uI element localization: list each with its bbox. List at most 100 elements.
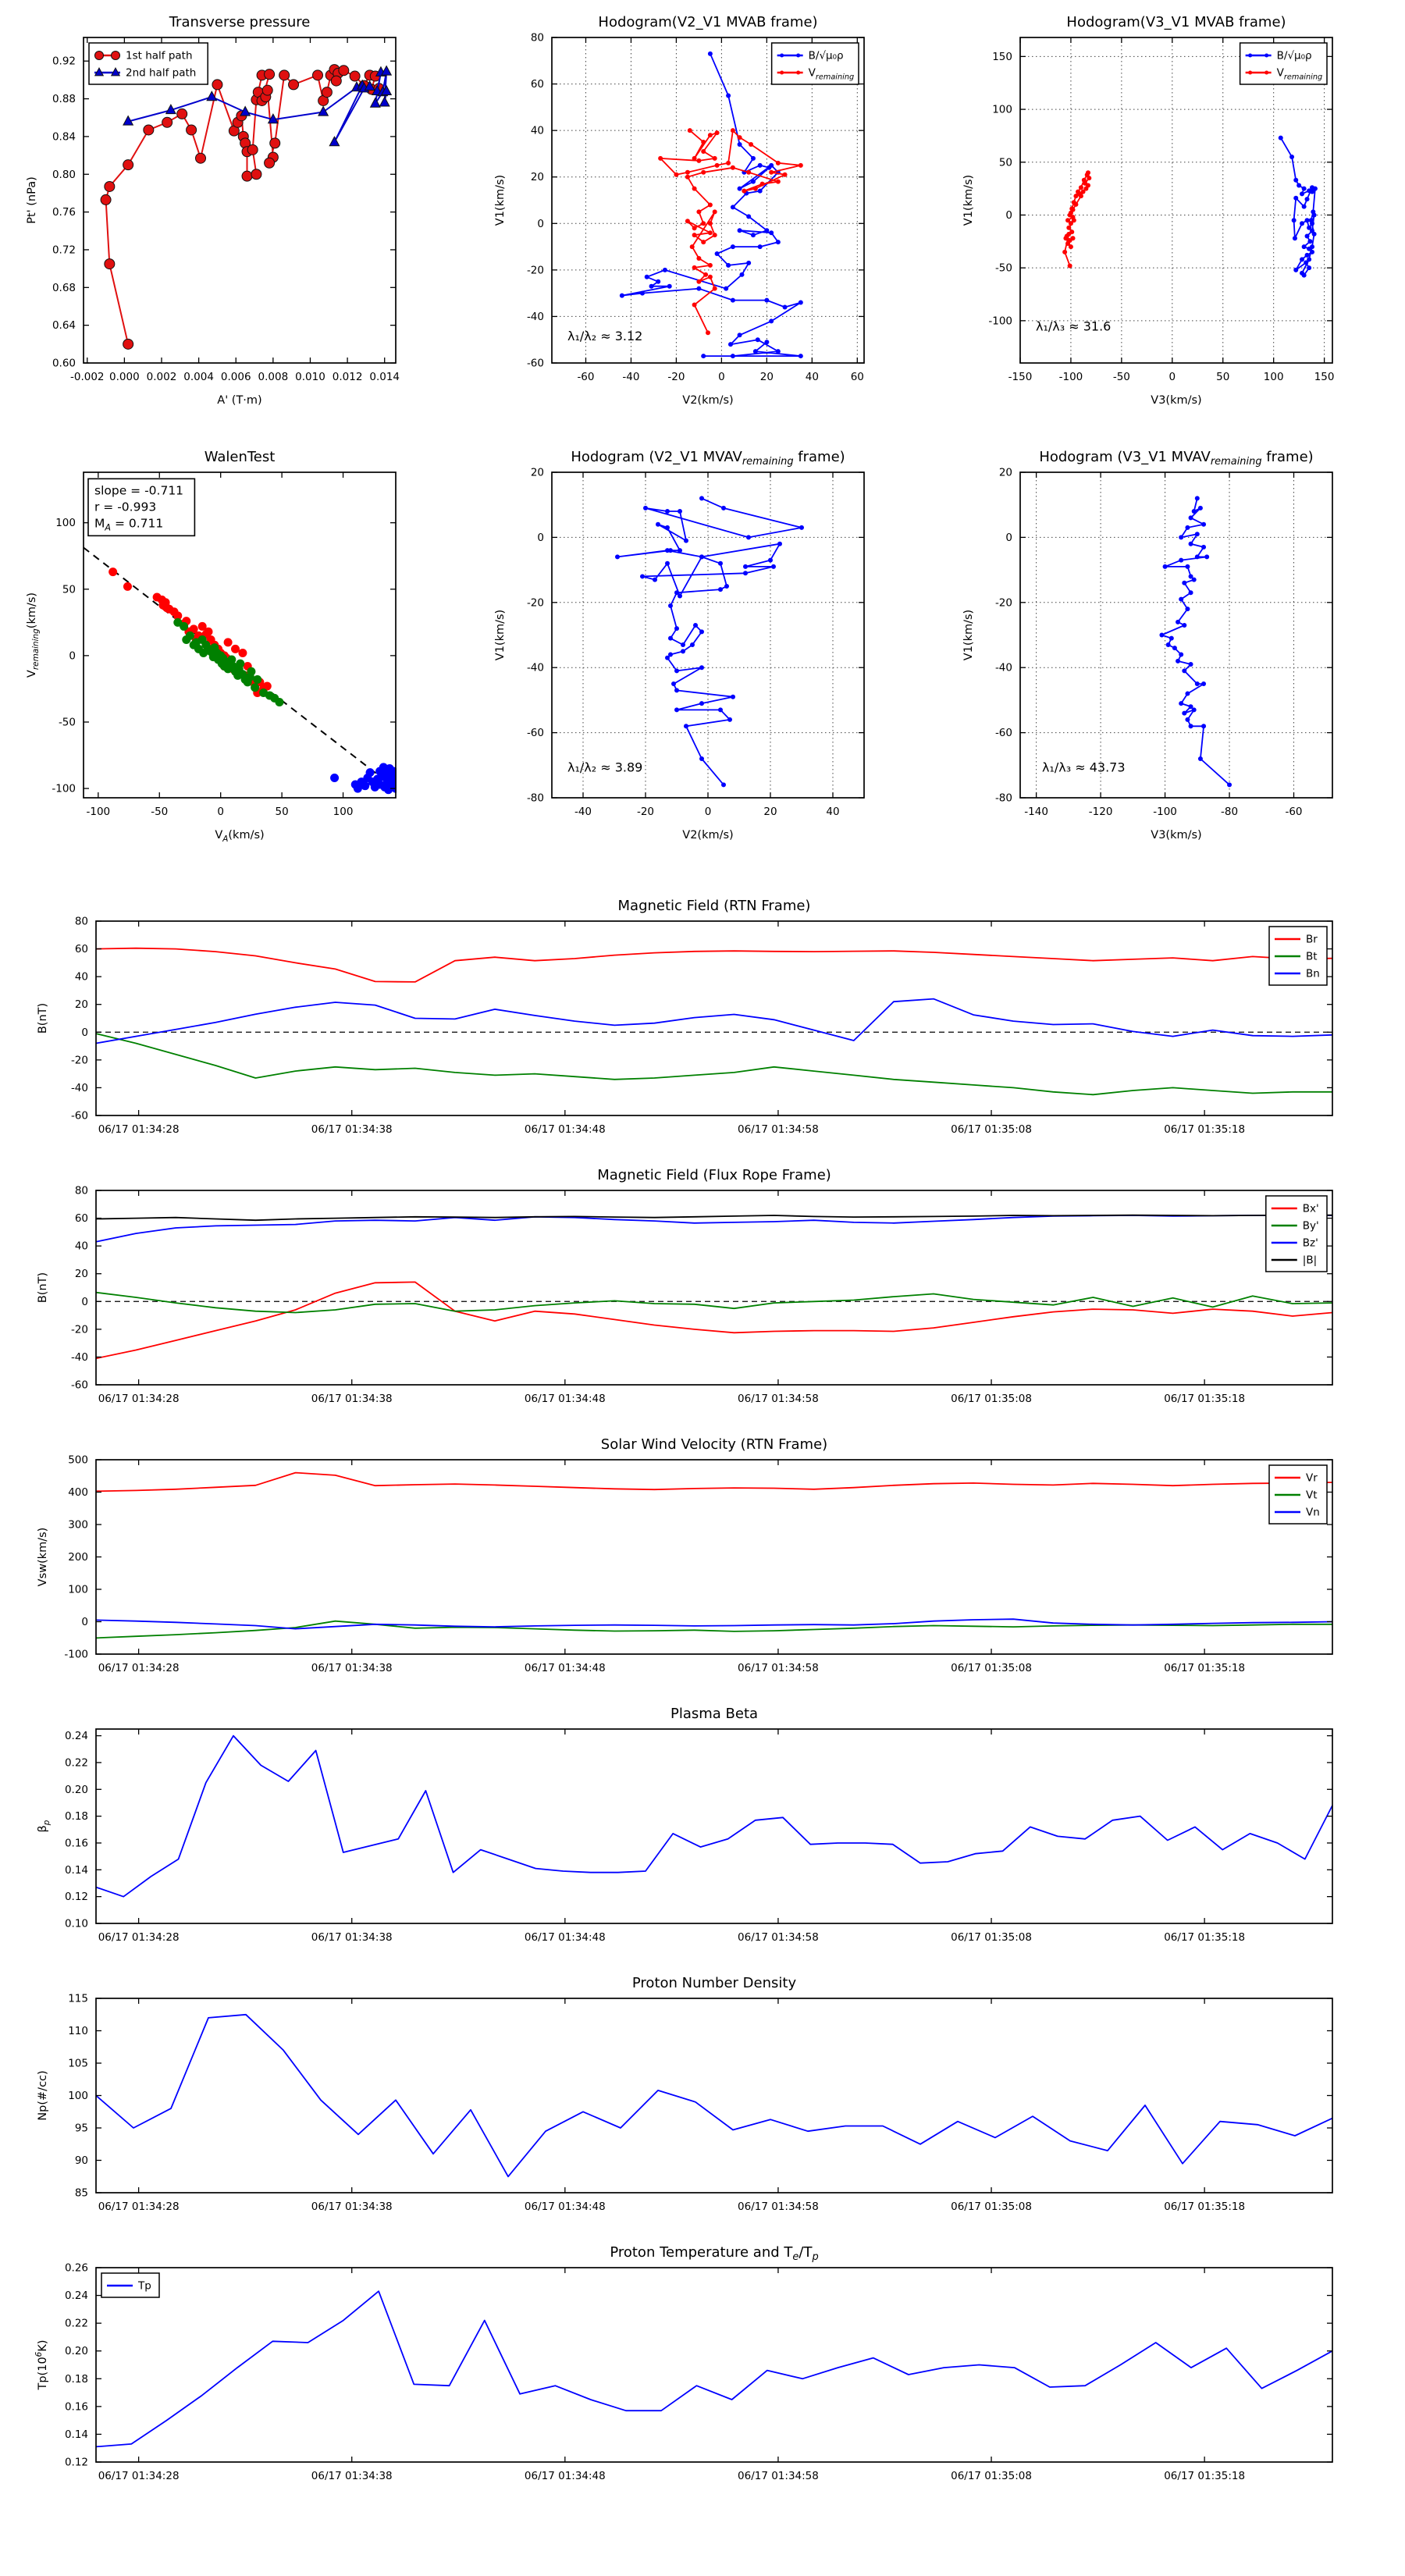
ticks [96,2267,1332,2463]
svg-text:-50: -50 [151,806,168,818]
ticks [84,37,396,364]
series-mid-points [173,617,284,706]
svg-text:500: 500 [68,1454,88,1467]
y-axis-label: B(nT) [37,1003,49,1034]
svg-text:-40: -40 [71,1082,88,1094]
svg-text:-20: -20 [637,806,654,818]
grid [1020,37,1332,363]
y-axis-label: Vremaining(km/s) [26,592,41,678]
tick-labels: -100 -50 0 50 100 -100 -50 0 50 100 [52,517,353,818]
svg-text:-140: -140 [1024,806,1048,818]
svg-text:0.16: 0.16 [65,2400,88,2413]
series-fit-line [83,546,397,789]
svg-text:20: 20 [763,806,777,818]
svg-text:100: 100 [68,2090,88,2102]
svg-text:0.80: 0.80 [52,169,76,181]
svg-text:-20: -20 [995,596,1012,609]
svg-text:06/17 01:34:58: 06/17 01:34:58 [738,1931,819,1944]
svg-text:0.76: 0.76 [52,206,76,219]
svg-text:60: 60 [531,78,544,91]
ticks [1019,37,1332,363]
svg-text:-20: -20 [527,596,544,609]
y-axis-label: V1(km/s) [962,175,975,226]
svg-text:0: 0 [1005,532,1012,544]
series-V_remaining [1062,170,1092,269]
svg-text:λ₁/λ₂ ≈ 3.89: λ₁/λ₂ ≈ 3.89 [567,760,642,775]
annotation: λ₁/λ₃ ≈ 43.73 [1042,760,1126,775]
legend: Bx' By' Bz' |B| [1265,1195,1328,1272]
svg-text:50: 50 [62,583,76,596]
ticks [1020,471,1332,799]
svg-text:50: 50 [999,156,1012,169]
svg-text:80: 80 [75,1185,88,1197]
svg-text:-60: -60 [527,358,544,370]
svg-text:-60: -60 [71,1110,88,1123]
svg-text:0.26: 0.26 [65,2262,88,2275]
svg-text:50: 50 [276,806,289,818]
svg-text:85: 85 [75,2187,88,2200]
series-Np [95,2013,1333,2178]
svg-text:0.72: 0.72 [52,244,76,256]
legend-label: 1st half path [126,50,193,62]
legend-label: Vn [1306,1507,1320,1519]
svg-text:20: 20 [531,171,544,183]
legend-label: Bt [1306,951,1318,963]
legend: Br Bt Bn [1268,926,1328,986]
svg-text:0.22: 0.22 [65,2318,88,2330]
subplot-row-1: -0.002 0.000 0.002 0.004 0.006 0.008 0.010 0.01… [0,0,1405,435]
svg-text:MA = 0.711: MA = 0.711 [94,516,163,532]
legend: Tp [101,2272,160,2298]
axes-frame [83,471,397,799]
svg-text:-60: -60 [71,1379,88,1392]
svg-text:0.18: 0.18 [65,2373,88,2386]
svg-text:06/17 01:34:28: 06/17 01:34:28 [98,2470,180,2482]
chart-hodogram-v2v1-mvab: -60 -40 -20 0 20 40 60 -60 -40 -20 0 20 40 60 80 Hodogr… [472,0,933,435]
chart-title: Magnetic Field (Flux Rope Frame) [597,1167,831,1183]
svg-text:0: 0 [217,806,224,818]
svg-text:06/17 01:34:48: 06/17 01:34:48 [525,1123,606,1136]
chart-title: Hodogram(V3_V1 MVAB frame) [1066,14,1286,30]
svg-text:-60: -60 [995,727,1012,739]
series-|B| [95,1214,1332,1222]
svg-text:90: 90 [75,2154,88,2167]
annotation: λ₁/λ₃ ≈ 31.6 [1036,318,1111,333]
svg-text:06/17 01:34:58: 06/17 01:34:58 [738,1123,819,1136]
series-B_alfven [1278,135,1318,278]
svg-text:06/17 01:34:58: 06/17 01:34:58 [738,2201,819,2213]
axes-frame [83,37,397,364]
series-Bt [95,1033,1332,1096]
svg-text:-100: -100 [87,806,111,818]
svg-text:0.002: 0.002 [147,371,177,383]
svg-text:100: 100 [55,517,76,529]
y-axis-label: Tp(106K) [34,2340,49,2391]
legend-label: Br [1306,934,1318,946]
svg-text:06/17 01:35:08: 06/17 01:35:08 [951,1123,1032,1136]
legend: B/√μ₀ρ Vremaining [770,42,859,85]
chart-title: Hodogram (V2_V1 MVAVremaining frame) [571,449,845,468]
chart-title: Hodogram (V3_V1 MVAVremaining frame) [1039,449,1313,468]
legend-label: Vr [1306,1472,1318,1485]
series-second-half-points [330,763,397,795]
svg-text:0: 0 [81,1296,88,1308]
svg-text:06/17 01:34:48: 06/17 01:34:48 [525,1931,606,1944]
y-axis-label: V1(km/s) [494,175,507,226]
subplot-row-2: -100 -50 0 50 100 -100 -50 0 50 100 WalenTest VA(km… [0,435,1405,870]
svg-text:-40: -40 [622,371,639,383]
x-axis-label: V3(km/s) [1151,394,1201,407]
ticks [552,37,864,364]
svg-text:06/17 01:34:38: 06/17 01:34:38 [311,2201,393,2213]
svg-text:0.014: 0.014 [369,371,400,383]
ticks [96,1190,1332,1386]
svg-text:0.000: 0.000 [109,371,140,383]
svg-text:400: 400 [68,1486,88,1499]
svg-text:0.004: 0.004 [183,371,214,383]
svg-text:06/17 01:34:28: 06/17 01:34:28 [98,2201,180,2213]
svg-text:06/17 01:35:08: 06/17 01:35:08 [951,1931,1032,1944]
svg-text:60: 60 [851,371,864,383]
svg-text:20: 20 [760,371,774,383]
svg-text:40: 40 [826,806,839,818]
svg-text:-60: -60 [1285,806,1302,818]
svg-text:-50: -50 [59,716,76,728]
svg-text:0.22: 0.22 [65,1756,88,1769]
svg-text:0.24: 0.24 [65,2290,88,2302]
